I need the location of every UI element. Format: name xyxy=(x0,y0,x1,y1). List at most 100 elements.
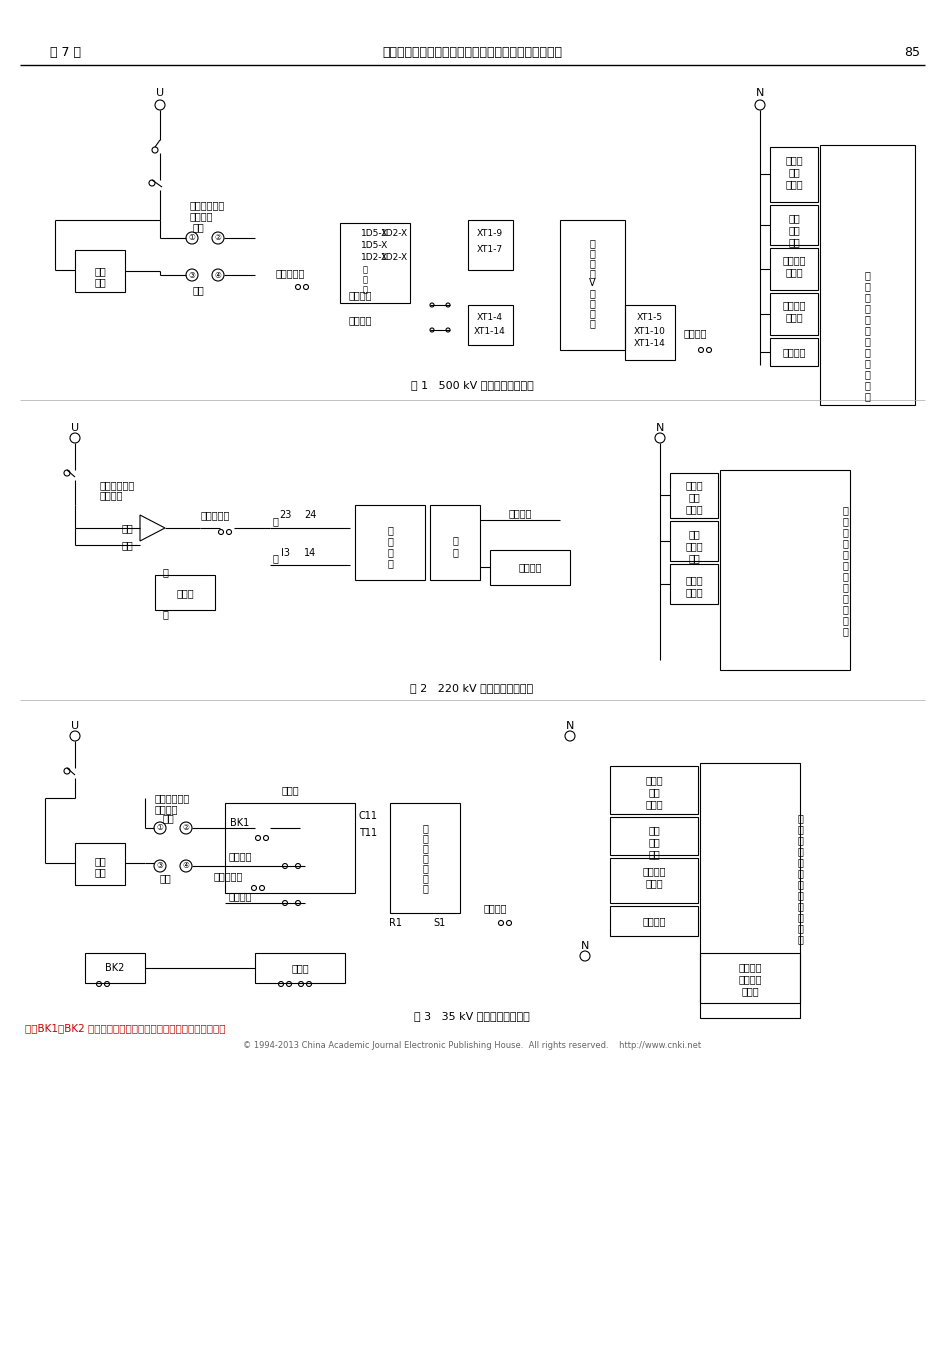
Text: 1D2-X: 1D2-X xyxy=(381,252,408,262)
Text: 分: 分 xyxy=(272,554,278,563)
Text: 操作: 操作 xyxy=(687,554,700,563)
Text: 切换把手: 切换把手 xyxy=(100,490,124,500)
Text: 分: 分 xyxy=(161,609,168,620)
Text: 开: 开 xyxy=(863,315,869,324)
Text: 孙晓敏：变电站倒闸操作过程中隔离开关故障处理方法: 孙晓敏：变电站倒闸操作过程中隔离开关故障处理方法 xyxy=(381,46,562,58)
Text: 关: 关 xyxy=(841,560,847,570)
Text: 开: 开 xyxy=(841,549,847,559)
Text: 闭: 闭 xyxy=(863,358,869,369)
Text: U: U xyxy=(71,423,79,433)
Text: 远方: 远方 xyxy=(162,813,174,823)
Text: 动: 动 xyxy=(796,824,802,834)
Text: 就地: 就地 xyxy=(121,522,133,533)
Text: 远方监: 远方监 xyxy=(684,575,702,585)
Text: 分闸按钮: 分闸按钮 xyxy=(348,315,371,325)
Text: 图 3   35 kV 隔离开关控制回路: 图 3 35 kV 隔离开关控制回路 xyxy=(413,1011,530,1021)
Text: 监控: 监控 xyxy=(787,225,799,235)
Text: 断路器: 断路器 xyxy=(684,504,702,514)
Text: T11: T11 xyxy=(359,828,377,838)
Text: 回: 回 xyxy=(841,616,847,625)
Bar xyxy=(719,470,849,670)
Text: 控: 控 xyxy=(362,275,367,285)
Text: 箱操作: 箱操作 xyxy=(784,267,802,277)
Text: 动: 动 xyxy=(841,516,847,526)
Bar xyxy=(669,521,717,562)
Text: ②: ② xyxy=(214,234,221,243)
Text: 监控: 监控 xyxy=(648,837,659,846)
Text: 就地机构: 就地机构 xyxy=(782,300,805,310)
Bar xyxy=(769,338,818,366)
Text: 机: 机 xyxy=(387,547,393,558)
Text: N: N xyxy=(565,721,574,730)
Text: 远方（就地）: 远方（就地） xyxy=(100,481,135,490)
Text: 关: 关 xyxy=(422,853,428,863)
Text: © 1994-2013 China Academic Journal Electronic Publishing House.  All rights rese: © 1994-2013 China Academic Journal Elect… xyxy=(243,1041,700,1050)
Text: 控: 控 xyxy=(796,879,802,890)
Text: 隔: 隔 xyxy=(422,824,428,833)
Text: 停止按钮: 停止按钮 xyxy=(482,903,506,913)
Text: 图 2   220 kV 隔离开关控制回路: 图 2 220 kV 隔离开关控制回路 xyxy=(410,683,533,693)
Text: 控: 控 xyxy=(841,571,847,580)
Text: 24: 24 xyxy=(303,510,316,520)
Text: 电气编码锁: 电气编码锁 xyxy=(275,269,304,278)
Bar xyxy=(610,906,698,936)
Bar xyxy=(340,223,410,302)
Text: 操作: 操作 xyxy=(648,849,659,859)
Text: 电气闭锁: 电气闭锁 xyxy=(517,562,541,572)
Bar xyxy=(430,505,480,580)
Text: 注：BK1、BK2 为测控装置中用于隔离开关单元闭锁的开出接点。: 注：BK1、BK2 为测控装置中用于隔离开关单元闭锁的开出接点。 xyxy=(25,1023,226,1033)
Text: 路: 路 xyxy=(796,934,802,944)
Text: 合闸按钮: 合闸按钮 xyxy=(348,290,371,300)
Text: N: N xyxy=(755,88,764,99)
Text: 空气: 空气 xyxy=(648,787,659,796)
Text: ③: ③ xyxy=(157,861,163,871)
Text: 远方（就地）: 远方（就地） xyxy=(190,200,225,211)
Text: 构: 构 xyxy=(422,873,428,883)
Text: 关: 关 xyxy=(588,269,595,278)
Text: 动: 动 xyxy=(863,281,869,292)
Text: V: V xyxy=(588,278,595,288)
Text: 相: 相 xyxy=(422,883,428,892)
Text: 断路器: 断路器 xyxy=(784,180,802,189)
Bar xyxy=(610,765,698,814)
Text: 开关电磁: 开关电磁 xyxy=(737,973,761,984)
Text: 电源及: 电源及 xyxy=(645,775,662,784)
Text: 1D2-X: 1D2-X xyxy=(381,228,408,238)
Bar xyxy=(225,803,355,892)
Text: 锁回路: 锁回路 xyxy=(740,986,758,996)
Text: 锁: 锁 xyxy=(863,369,869,379)
Bar xyxy=(85,953,144,983)
Text: 关: 关 xyxy=(796,868,802,878)
Text: 关: 关 xyxy=(863,325,869,335)
Text: 制: 制 xyxy=(841,582,847,593)
Text: 空气: 空气 xyxy=(787,167,799,177)
Text: XT1-4: XT1-4 xyxy=(477,313,502,323)
Text: 远方（就地）: 远方（就地） xyxy=(155,792,190,803)
Bar xyxy=(669,564,717,603)
Text: ①: ① xyxy=(189,234,195,243)
Text: XT1-5: XT1-5 xyxy=(636,313,663,323)
Text: 控操作: 控操作 xyxy=(684,587,702,597)
Bar xyxy=(390,803,460,913)
Bar xyxy=(560,220,624,350)
Bar xyxy=(624,305,674,360)
Bar xyxy=(669,472,717,518)
Text: ④: ④ xyxy=(182,861,189,871)
Text: ②: ② xyxy=(182,824,189,833)
Text: 离: 离 xyxy=(588,248,595,258)
Text: 离: 离 xyxy=(796,846,802,856)
Text: 操作: 操作 xyxy=(787,238,799,247)
Text: 联锁解除: 联锁解除 xyxy=(508,508,531,518)
Text: 停止按钮: 停止按钮 xyxy=(683,328,706,338)
Text: 锁: 锁 xyxy=(796,913,802,922)
Text: 合闸按钮: 合闸按钮 xyxy=(228,850,251,861)
Text: 相: 相 xyxy=(588,288,595,298)
Text: 电磁锁: 电磁锁 xyxy=(291,963,309,973)
Text: 主: 主 xyxy=(588,298,595,308)
Bar xyxy=(610,817,698,855)
Bar xyxy=(255,953,345,983)
Text: 23: 23 xyxy=(278,510,291,520)
Text: 分闸按钮: 分闸按钮 xyxy=(228,891,251,900)
Text: N: N xyxy=(655,423,664,433)
Text: BK2: BK2 xyxy=(105,963,125,973)
